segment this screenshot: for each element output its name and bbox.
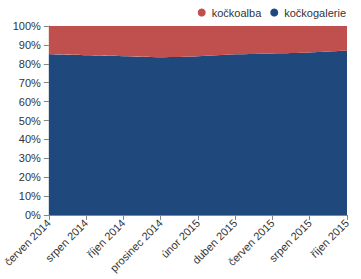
svg-text:100%: 100% xyxy=(13,20,41,32)
svg-text:kočkogalerie: kočkogalerie xyxy=(284,7,346,19)
svg-text:kočkoalba: kočkoalba xyxy=(212,7,262,19)
svg-text:červen 2015: červen 2015 xyxy=(225,217,276,268)
svg-text:50%: 50% xyxy=(19,115,41,127)
svg-text:červen 2014: červen 2014 xyxy=(2,217,53,268)
svg-text:únor 2015: únor 2015 xyxy=(158,216,203,261)
svg-text:0%: 0% xyxy=(25,209,41,221)
svg-text:říjen 2014: říjen 2014 xyxy=(84,216,128,260)
svg-text:90%: 90% xyxy=(19,39,41,51)
svg-text:30%: 30% xyxy=(19,152,41,164)
svg-text:80%: 80% xyxy=(19,58,41,70)
svg-text:srpen 2015: srpen 2015 xyxy=(267,217,314,264)
svg-text:srpen 2014: srpen 2014 xyxy=(43,217,90,264)
svg-text:40%: 40% xyxy=(19,133,41,145)
svg-text:duben 2015: duben 2015 xyxy=(189,216,240,267)
svg-text:prosinec 2014: prosinec 2014 xyxy=(108,217,165,274)
svg-text:70%: 70% xyxy=(19,77,41,89)
svg-text:20%: 20% xyxy=(19,171,41,183)
svg-text:10%: 10% xyxy=(19,190,41,202)
svg-text:60%: 60% xyxy=(19,96,41,108)
svg-text:říjen 2015: říjen 2015 xyxy=(308,217,351,260)
